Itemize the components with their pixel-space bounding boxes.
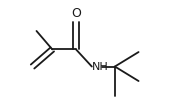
Text: NH: NH	[92, 61, 109, 72]
Text: O: O	[71, 7, 81, 20]
